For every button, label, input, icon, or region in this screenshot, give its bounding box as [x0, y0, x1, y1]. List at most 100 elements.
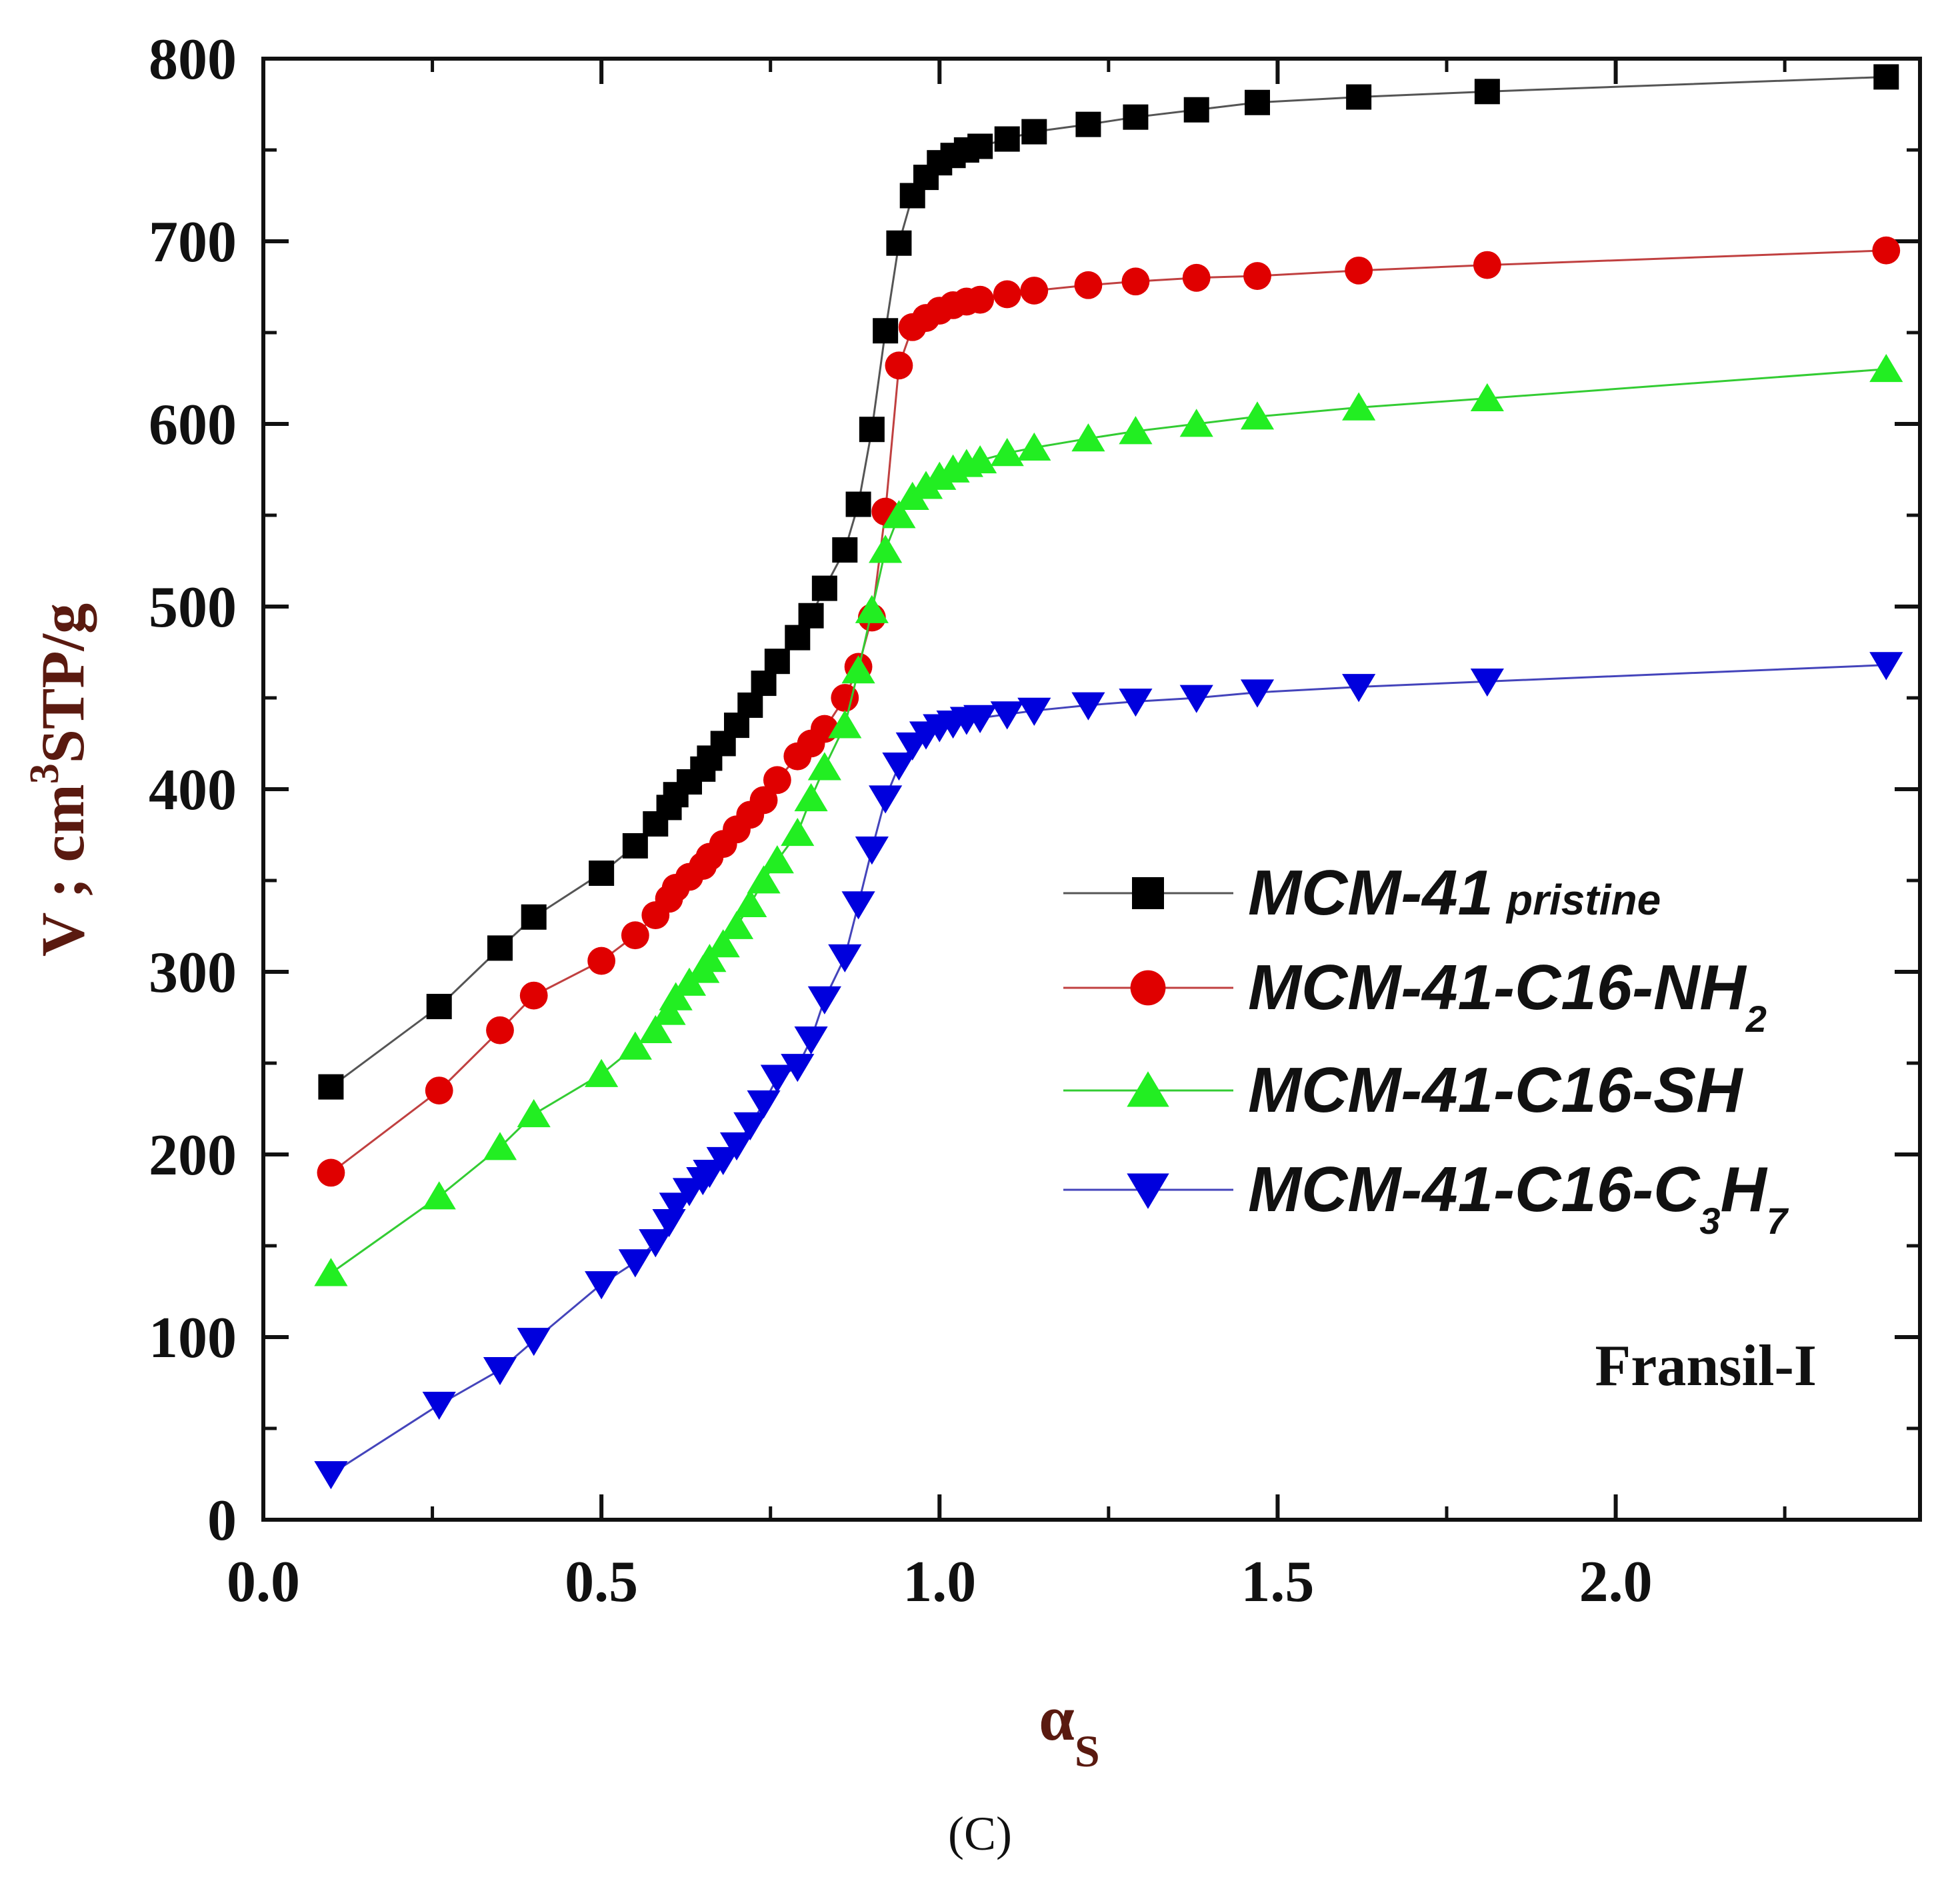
- data-point: [659, 982, 693, 1010]
- series-layer: [314, 64, 1903, 1490]
- data-point: [317, 1158, 345, 1187]
- data-point: [737, 692, 763, 718]
- data-point: [994, 126, 1020, 152]
- data-point: [785, 625, 811, 651]
- data-point: [794, 783, 828, 812]
- data-point: [967, 133, 993, 159]
- data-point: [1869, 354, 1903, 383]
- legend-label: MCM-41-C16-C3H7: [1248, 1154, 1789, 1242]
- data-point: [425, 1076, 453, 1104]
- y-tick-label: 600: [149, 393, 237, 457]
- data-point: [990, 701, 1024, 730]
- series-1: [317, 236, 1901, 1187]
- data-point: [831, 684, 859, 712]
- legend-label-name: MCM-41-C16-C: [1248, 1154, 1701, 1225]
- data-point: [885, 351, 913, 380]
- data-point: [886, 230, 912, 256]
- data-point: [760, 1064, 794, 1093]
- series-3: [314, 652, 1903, 1490]
- data-point: [1183, 97, 1209, 123]
- data-point: [1346, 84, 1372, 110]
- data-point: [855, 837, 889, 865]
- data-point: [845, 491, 871, 517]
- data-point: [1182, 263, 1211, 292]
- data-point: [841, 655, 875, 684]
- data-point: [1017, 432, 1051, 461]
- data-point: [1240, 679, 1275, 708]
- data-point: [811, 575, 837, 601]
- x-tick-label: 2.0: [1579, 1550, 1653, 1614]
- data-point: [781, 1054, 815, 1082]
- data-point: [622, 833, 648, 859]
- data-point: [706, 1146, 740, 1176]
- data-point: [828, 944, 862, 972]
- data-point: [1342, 392, 1376, 421]
- data-point: [1872, 236, 1901, 265]
- x-axis-title-main: α: [1039, 1682, 1075, 1754]
- data-point: [587, 946, 616, 975]
- y-tick-label: 400: [149, 758, 237, 823]
- y-tick-label: 100: [149, 1306, 237, 1370]
- data-point: [749, 786, 778, 815]
- legend-item: MCM-41 pristine: [1063, 857, 1661, 929]
- data-point: [1470, 383, 1504, 412]
- data-point: [993, 280, 1021, 309]
- legend-label-name_sub: 3: [1699, 1200, 1720, 1242]
- data-point: [693, 1160, 727, 1188]
- data-point: [517, 1098, 551, 1128]
- data-point: [1017, 697, 1051, 726]
- data-point: [1470, 668, 1504, 697]
- data-point: [794, 1026, 828, 1055]
- legend-item: MCM-41-C16-NH2: [1063, 952, 1767, 1040]
- data-point: [882, 753, 916, 781]
- data-point: [652, 996, 686, 1025]
- data-point: [483, 1132, 517, 1160]
- data-point: [733, 1112, 767, 1140]
- data-point: [1123, 104, 1149, 130]
- data-point: [832, 537, 858, 563]
- data-point: [1179, 685, 1213, 713]
- data-point: [486, 1016, 514, 1044]
- legend-item: MCM-41-C16-C3H7: [1063, 1154, 1789, 1242]
- data-point: [760, 845, 794, 874]
- data-point: [318, 1074, 344, 1100]
- data-point: [747, 865, 781, 894]
- legend-label: MCM-41-C16-SH: [1248, 1054, 1743, 1126]
- data-point: [1243, 262, 1271, 290]
- legend-label: MCM-41 pristine: [1248, 857, 1661, 929]
- y-tick-label: 700: [149, 210, 237, 275]
- data-point: [585, 1271, 619, 1300]
- data-point: [1071, 692, 1105, 721]
- y-tick-label: 500: [149, 575, 237, 640]
- x-axis-title: αS: [1039, 1682, 1099, 1776]
- data-point: [1869, 652, 1903, 681]
- legend-marker: [1127, 1173, 1169, 1209]
- data-point: [1119, 689, 1153, 717]
- data-point: [751, 671, 777, 697]
- data-point: [621, 921, 649, 950]
- legend-label: MCM-41-C16-NH2: [1248, 952, 1767, 1040]
- data-point: [859, 417, 885, 443]
- data-point: [639, 1014, 673, 1044]
- data-point: [966, 285, 995, 314]
- data-point: [706, 929, 740, 958]
- data-point: [828, 710, 862, 739]
- data-point: [1121, 267, 1150, 296]
- data-point: [1075, 111, 1101, 137]
- x-tick-label: 1.5: [1241, 1550, 1314, 1614]
- data-point: [1119, 416, 1153, 445]
- y-axis-title-main: V ; cm: [29, 784, 97, 956]
- legend-label-name: MCM-41-C16-SH: [1248, 1054, 1743, 1126]
- data-point: [882, 500, 916, 529]
- data-point: [487, 935, 513, 961]
- data-point: [521, 904, 547, 930]
- data-point: [639, 1229, 673, 1258]
- data-point: [763, 766, 791, 795]
- x-tick-label: 1.0: [903, 1550, 976, 1614]
- data-point: [659, 1192, 693, 1221]
- data-point: [693, 944, 727, 972]
- legend-label-name_sub2: 7: [1767, 1200, 1789, 1242]
- data-point: [719, 1132, 754, 1161]
- data-point: [1342, 674, 1376, 703]
- data-point: [764, 649, 790, 675]
